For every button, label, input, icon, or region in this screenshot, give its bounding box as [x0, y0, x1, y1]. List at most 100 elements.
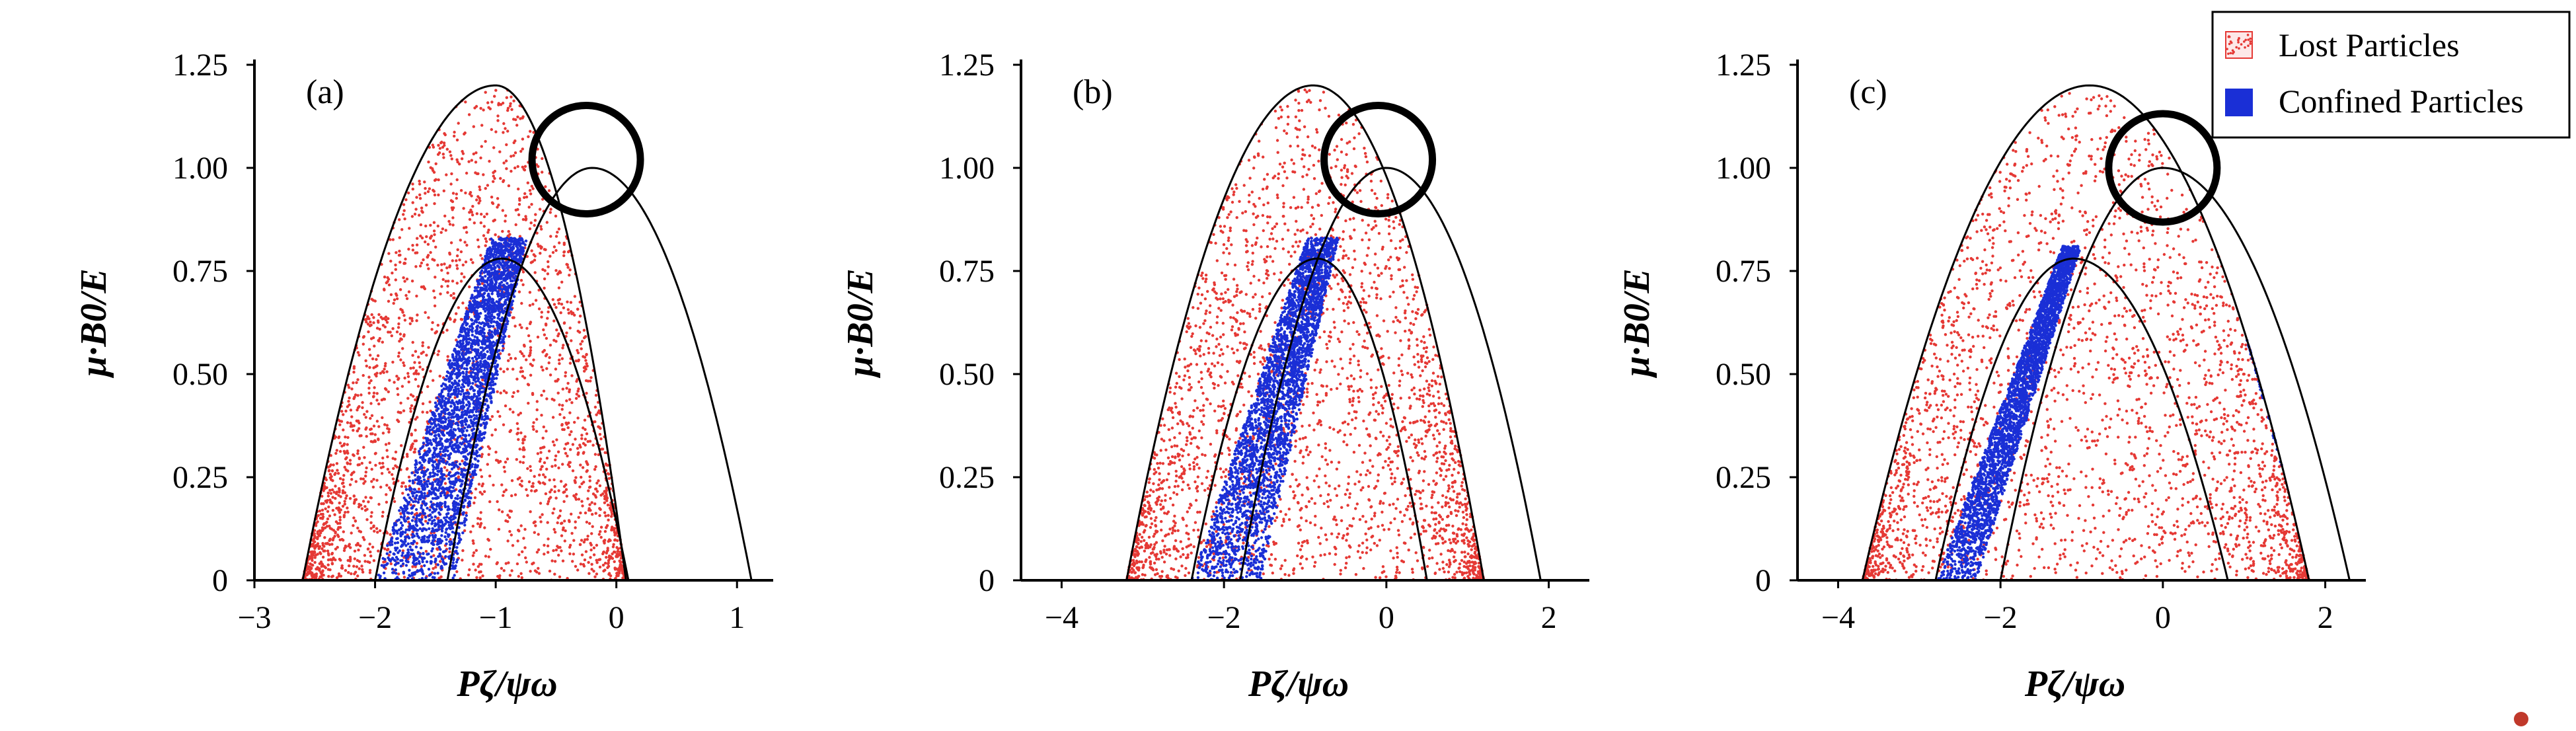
lost-particle-point — [436, 548, 439, 551]
confined-particle-point — [436, 540, 439, 543]
lost-particle-point — [440, 263, 443, 266]
lost-particle-point — [565, 494, 568, 498]
lost-particle-point — [419, 234, 422, 238]
lost-particle-point — [484, 240, 488, 243]
lost-particle-point — [542, 425, 545, 429]
lost-particle-point — [531, 303, 535, 306]
lost-particle-point — [562, 428, 566, 432]
confined-particle-point — [418, 480, 421, 483]
lost-particle-point — [322, 489, 325, 492]
lost-particle-point — [468, 285, 471, 289]
confined-particle-point — [495, 377, 498, 380]
lost-particle-point — [455, 338, 458, 342]
lost-particle-point — [539, 468, 543, 471]
lost-particle-point — [531, 425, 535, 428]
lost-particle-point — [404, 198, 408, 202]
lost-particle-point — [328, 537, 332, 541]
lost-particle-point — [506, 130, 510, 133]
lost-particle-point — [453, 320, 456, 323]
lost-particle-point — [416, 313, 419, 317]
lost-particle-point — [352, 502, 356, 505]
lost-particle-point — [475, 212, 478, 215]
lost-particle-point — [328, 514, 332, 518]
lost-particle-point — [369, 521, 373, 524]
lost-particle-point — [606, 547, 609, 550]
lost-particle-point — [474, 171, 477, 174]
lost-particle-point — [446, 284, 449, 288]
lost-particle-point — [556, 516, 560, 519]
confined-particle-point — [484, 414, 487, 418]
lost-particle-point — [546, 502, 550, 506]
lost-particle-point — [397, 254, 401, 257]
lost-particle-point — [490, 415, 494, 418]
lost-particle-point — [356, 574, 360, 578]
lost-particle-point — [574, 564, 578, 568]
confined-particle-point — [460, 424, 463, 427]
confined-particle-point — [491, 239, 494, 242]
lost-particle-point — [467, 573, 471, 577]
lost-particle-point — [321, 569, 324, 572]
lost-particle-point — [313, 529, 317, 532]
lost-particle-point — [348, 564, 351, 568]
lost-particle-point — [455, 192, 458, 196]
lost-particle-point — [496, 114, 500, 118]
lost-particle-point — [326, 549, 330, 553]
lost-particle-point — [474, 161, 478, 164]
lost-particle-point — [345, 494, 348, 498]
lost-particle-point — [361, 536, 365, 539]
confined-particle-point — [406, 560, 410, 564]
lost-particle-point — [560, 549, 563, 553]
confined-particle-point — [467, 395, 471, 399]
lost-particle-point — [328, 543, 332, 547]
lost-particle-point — [452, 296, 455, 300]
lost-particle-point — [424, 311, 427, 314]
lost-particle-point — [373, 299, 377, 303]
lost-particle-point — [360, 507, 364, 510]
lost-particle-point — [602, 550, 605, 554]
lost-particle-point — [574, 397, 578, 400]
lost-particle-point — [459, 250, 463, 254]
confined-particle-point — [399, 521, 403, 525]
confined-particle-point — [485, 280, 489, 284]
confined-particle-point — [410, 506, 414, 510]
lost-particle-point — [364, 428, 367, 431]
confined-particle-point — [515, 240, 519, 244]
lost-particle-point — [463, 132, 466, 135]
lost-particle-point — [341, 504, 345, 508]
confined-particle-point — [488, 316, 492, 320]
lost-particle-point — [510, 569, 513, 572]
lost-particle-point — [433, 258, 436, 262]
lost-particle-point — [386, 280, 389, 284]
lost-particle-point — [536, 335, 540, 339]
lost-particle-point — [485, 212, 488, 215]
lost-particle-point — [621, 569, 625, 572]
lost-particle-point — [516, 427, 520, 430]
confined-particle-point — [486, 350, 489, 354]
lost-particle-point — [402, 209, 406, 212]
lost-particle-point — [425, 235, 428, 239]
lost-particle-point — [411, 249, 415, 252]
lost-particle-point — [549, 254, 552, 258]
lost-particle-point — [579, 511, 582, 515]
lost-particle-point — [402, 314, 406, 317]
lost-particle-point — [581, 466, 585, 469]
lost-particle-point — [584, 367, 587, 371]
lost-particle-point — [529, 192, 533, 196]
lost-particle-point — [305, 573, 309, 576]
lost-particle-point — [348, 396, 351, 400]
lost-particle-point — [344, 568, 348, 572]
lost-particle-point — [389, 488, 393, 492]
lost-particle-point — [431, 167, 434, 171]
lost-particle-point — [465, 171, 469, 175]
lost-particle-point — [502, 346, 506, 350]
lost-particle-point — [565, 422, 568, 426]
lost-particle-point — [361, 570, 365, 574]
confined-particle-point — [404, 544, 408, 547]
lost-particle-point — [372, 366, 375, 369]
lost-particle-point — [408, 227, 411, 230]
confined-particle-point — [474, 395, 478, 399]
confined-particle-point — [482, 390, 485, 393]
confined-particle-point — [455, 549, 458, 553]
lost-particle-point — [520, 326, 523, 329]
lost-particle-point — [413, 450, 416, 454]
